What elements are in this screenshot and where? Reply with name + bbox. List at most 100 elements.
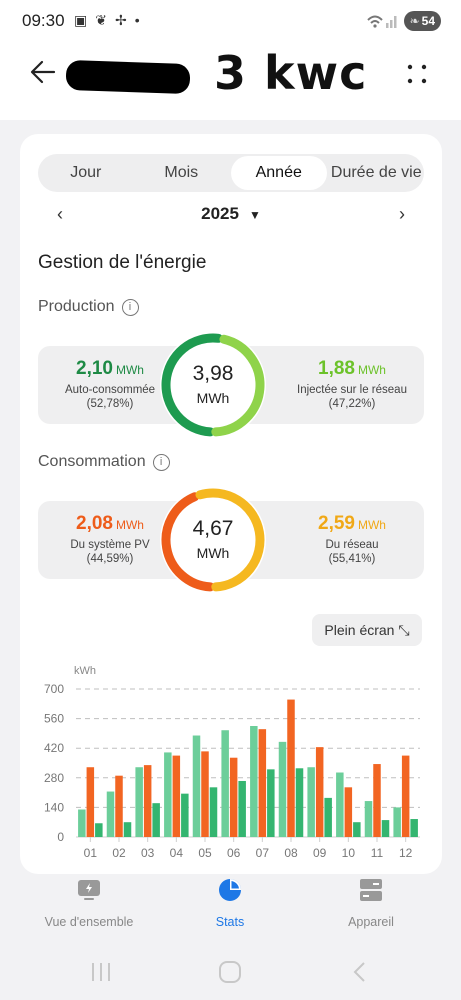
x-tick-label: 01 (84, 846, 98, 860)
nav-device[interactable]: Appareil (301, 878, 441, 929)
bar-08-0 (278, 741, 287, 837)
bar-10-0 (336, 772, 344, 837)
self-consumed-label: Auto-consommée (64, 384, 156, 396)
y-tick-label: 700 (44, 682, 64, 696)
tab-jour[interactable]: Jour (70, 164, 102, 181)
bar-12-2 (410, 819, 418, 837)
from-grid-unit: MWh (357, 518, 386, 532)
previous-year-button[interactable]: ‹ (57, 204, 63, 224)
y-tick-label: 140 (44, 800, 64, 814)
nav-overview[interactable]: Vue d'ensemble (19, 878, 159, 929)
wifi-signal-icon (366, 15, 397, 28)
tab-mois[interactable]: Mois (164, 164, 199, 181)
bar-12-1 (401, 755, 410, 837)
year-selector[interactable]: 2025 ▼ (38, 204, 424, 224)
fullscreen-button[interactable]: Plein écran ⤡ (312, 614, 422, 646)
y-tick-label: 560 (44, 712, 64, 726)
bar-02-2 (123, 822, 132, 837)
y-tick-label: 420 (44, 741, 64, 755)
status-icons: ▣ ❦ ✢ • (74, 12, 140, 29)
device-icon (360, 879, 382, 901)
bar-07-0 (250, 726, 258, 837)
consumption-ring: 4,67 MWh (158, 485, 268, 595)
x-tick-label: 02 (112, 846, 126, 860)
caret-down-icon: ▼ (248, 208, 261, 222)
chevron-left-icon (353, 962, 365, 982)
from-pv-label: Du système PV (70, 539, 150, 551)
from-grid-label: Du réseau (325, 539, 379, 551)
app-bar: 3 kwc (0, 42, 461, 120)
consumption-donut (160, 487, 266, 593)
bar-10-1 (344, 787, 353, 837)
status-bar: 09:30 ▣ ❦ ✢ • ❧ 54 (0, 0, 461, 42)
bar-02-0 (106, 791, 115, 837)
x-tick-label: 07 (256, 846, 270, 860)
battery-level: 54 (421, 14, 435, 28)
screenshot-icon: ▣ (74, 12, 88, 28)
bar-06-2 (238, 780, 246, 837)
tab-duree-de-vie[interactable]: Durée de vie (330, 164, 422, 181)
recent-apps-button[interactable] (86, 960, 116, 984)
back-button[interactable] (28, 56, 60, 88)
stats-card: Jour Mois Année Durée de vie ‹ 2025 ▼ › G… (20, 134, 442, 874)
bar-11-1 (373, 764, 381, 837)
self-consumed-value: 2,10 (76, 358, 113, 379)
info-icon[interactable]: i (152, 454, 170, 471)
x-tick-label: 10 (342, 846, 356, 860)
year-value: 2025 (201, 204, 239, 223)
bar-07-2 (267, 769, 275, 837)
battery-saver-icon: ❧ (409, 14, 420, 28)
x-tick-label: 08 (284, 846, 298, 860)
consumption-title: Consommation (38, 453, 146, 470)
bar-04-2 (181, 793, 189, 837)
bar-02-1 (115, 775, 123, 837)
consumption-total-value: 4,67 (192, 517, 234, 540)
production-left-arc (161, 333, 223, 437)
x-tick-label: 03 (141, 846, 155, 860)
tab-annee[interactable]: Année (231, 156, 327, 190)
system-back-button[interactable] (346, 960, 376, 984)
bar-06-1 (229, 757, 238, 837)
nav-stats[interactable]: Stats (160, 878, 300, 929)
handwritten-note: 3 kwc (214, 46, 368, 100)
bar-04-1 (172, 755, 181, 837)
energy-bar-chart: kWh 0 140 280 420 560 700 01 02 03 04 05 06 07 08 09 10 1… (44, 665, 420, 860)
pie-chart-icon (219, 879, 241, 901)
x-tick-label: 12 (399, 846, 413, 860)
injected-stat: 1,88 MWh Injectée sur le réseau (47,22%) (282, 358, 422, 410)
bar-10-2 (353, 822, 361, 837)
home-button[interactable] (216, 960, 246, 984)
x-tick-label: 04 (170, 846, 184, 860)
injected-unit: MWh (357, 363, 386, 377)
bar-06-0 (221, 730, 229, 837)
energy-section-title: Gestion de l'énergie (38, 252, 207, 273)
self-consumed-unit: MWh (115, 363, 144, 377)
from-pv-stat: 2,08 MWh Du système PV (44,59%) (40, 513, 180, 565)
more-options-button[interactable] (404, 60, 430, 86)
bar-05-0 (192, 735, 201, 837)
bar-08-2 (295, 768, 304, 837)
bar-08-1 (287, 699, 295, 837)
bar-01-1 (86, 767, 95, 837)
overview-icon (78, 880, 100, 900)
leaf-icon: ❦ (95, 12, 107, 28)
nav-overview-label: Vue d'ensemble (44, 915, 134, 929)
injected-value: 1,88 (318, 358, 355, 379)
bar-07-1 (258, 729, 267, 837)
expand-icon: ⤡ (398, 622, 410, 638)
bar-11-2 (381, 820, 390, 837)
bar-09-1 (315, 747, 324, 837)
home-icon (219, 961, 241, 983)
production-header: Production i (38, 298, 139, 316)
self-consumed-stat: 2,10 MWh Auto-consommée (52,78%) (40, 358, 180, 410)
next-year-button[interactable]: › (399, 204, 405, 224)
status-time: 09:30 (22, 11, 65, 30)
x-tick-label: 09 (313, 846, 327, 860)
production-donut (160, 332, 266, 438)
bar-09-0 (307, 767, 315, 837)
info-icon[interactable]: i (121, 299, 139, 316)
production-title: Production (38, 298, 115, 315)
bar-04-0 (164, 752, 172, 837)
fullscreen-label: Plein écran (324, 622, 395, 638)
y-axis-label: kWh (74, 665, 96, 677)
